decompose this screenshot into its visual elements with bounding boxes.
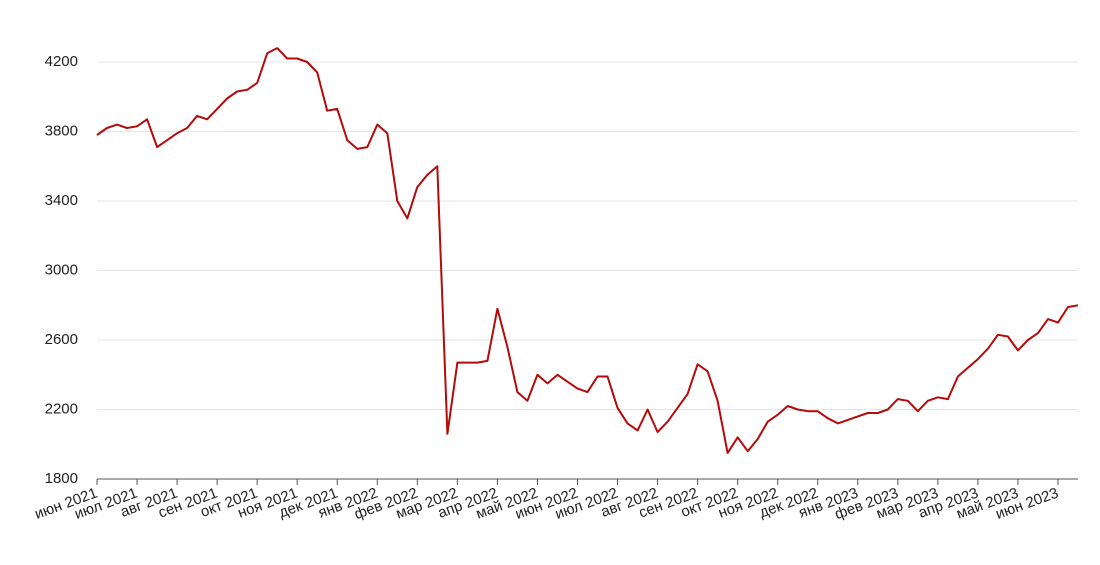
y-tick-label: 3800 (45, 122, 78, 139)
y-tick-label: 4200 (45, 53, 78, 70)
line-series (96, 47, 1079, 454)
y-tick-label: 3400 (45, 192, 78, 209)
y-tick-label: 3000 (45, 261, 78, 278)
y-tick-label: 2200 (45, 400, 78, 417)
y-tick-label: 2600 (45, 331, 78, 348)
y-tick-label: 1800 (45, 470, 78, 487)
